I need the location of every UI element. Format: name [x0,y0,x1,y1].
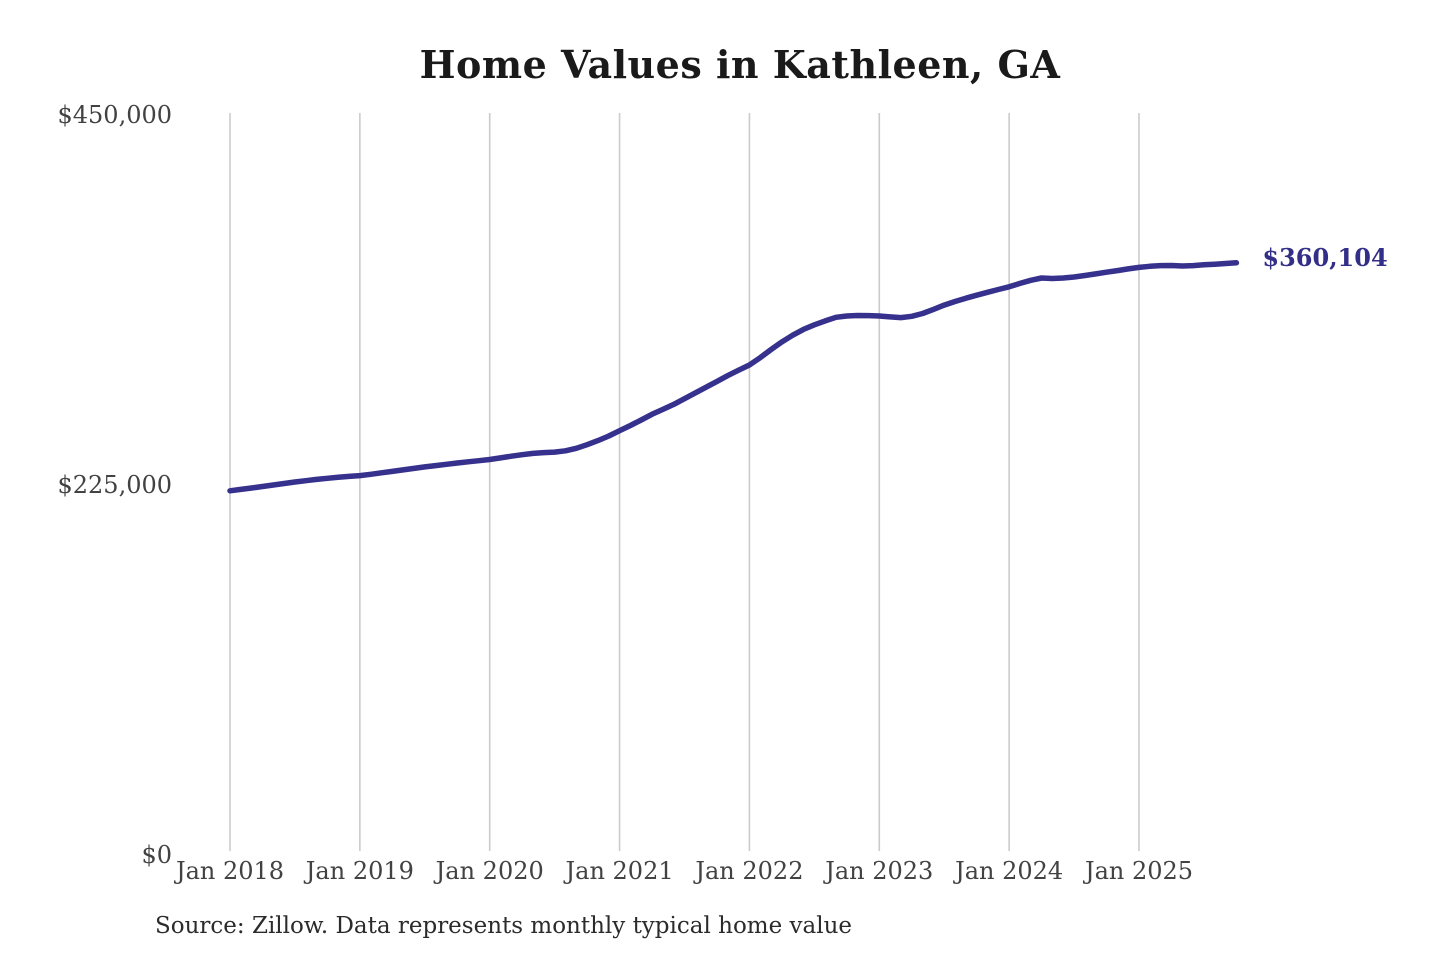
x-tick-label: Jan 2024 [952,857,1063,885]
x-tick-label: Jan 2025 [1082,857,1193,885]
x-tick-label: Jan 2023 [822,857,933,885]
home-value-line [227,260,1240,494]
chart-title: Home Values in Kathleen, GA [419,42,1061,87]
x-tick-label: Jan 2019 [303,857,414,885]
x-tick-label: Jan 2021 [563,857,674,885]
current-value-label: $360,104 [1262,242,1388,272]
y-tick-label: $450,000 [57,101,172,129]
y-tick-label: $0 [141,841,172,869]
source-note: Source: Zillow. Data represents monthly … [155,913,853,939]
x-tick-label: Jan 2022 [692,857,803,885]
y-tick-label: $225,000 [57,471,172,499]
x-tick-label: Jan 2020 [433,857,544,885]
x-tick-label: Jan 2018 [173,857,284,885]
